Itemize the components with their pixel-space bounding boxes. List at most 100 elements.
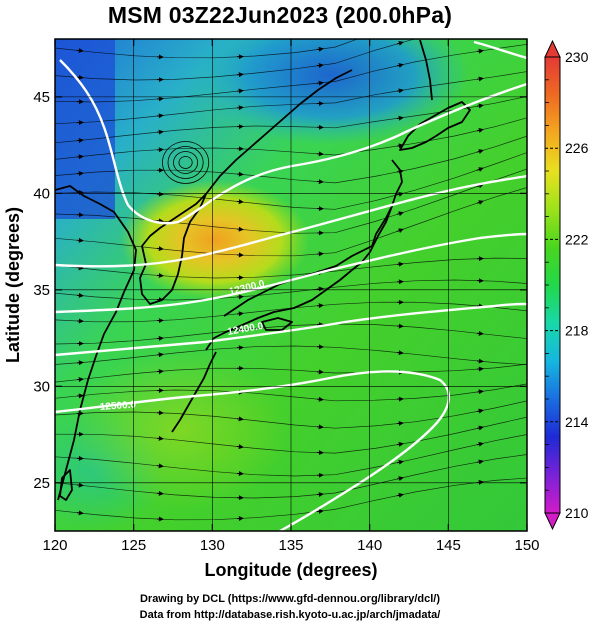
streamline-arrow-138 bbox=[396, 459, 404, 465]
coastline-china bbox=[55, 185, 137, 501]
streamline-arrow-93 bbox=[156, 335, 164, 341]
streamline-arrow-23 bbox=[156, 113, 164, 119]
streamline-arrow-11 bbox=[316, 63, 324, 69]
streamline-arrow-132 bbox=[476, 425, 484, 431]
coastline-russia-coast bbox=[205, 69, 353, 195]
streamline-arrow-20 bbox=[476, 48, 484, 54]
credit-line-drawing: Drawing by DCL (https://www.gfd-dennou.o… bbox=[139, 593, 441, 605]
streamline-arrow-75 bbox=[396, 261, 404, 267]
contour-line-3 bbox=[55, 302, 527, 357]
x-tick-label-135: 135 bbox=[278, 537, 303, 554]
coastline-honshu-north bbox=[223, 205, 393, 317]
streamline-arrow-18 bbox=[316, 80, 324, 86]
streamline-arrow-58 bbox=[156, 218, 164, 224]
streamline-arrow-129 bbox=[236, 444, 244, 450]
contour-line-1 bbox=[55, 174, 527, 268]
streamline-arrow-142 bbox=[156, 490, 164, 496]
colorbar-label-214: 214 bbox=[565, 414, 589, 430]
streamline-77 bbox=[55, 279, 527, 301]
streamline-91 bbox=[55, 323, 527, 345]
streamline-arrow-10 bbox=[236, 72, 244, 78]
contour-line-5 bbox=[59, 59, 527, 225]
coastline-hokkaido bbox=[399, 101, 471, 151]
streamline-140 bbox=[55, 454, 527, 499]
coastline-sakhalin bbox=[419, 39, 433, 101]
streamline-arrow-78 bbox=[76, 292, 84, 298]
contour-label-12500: 12500.0 bbox=[99, 399, 136, 413]
y-tick-label-45: 45 bbox=[33, 89, 50, 106]
colorbar-label-218: 218 bbox=[565, 323, 589, 339]
streamline-42 bbox=[55, 135, 527, 184]
streamline-arrow-151 bbox=[316, 508, 324, 514]
coastline-taiwan bbox=[59, 469, 73, 501]
streamline-arrow-94 bbox=[236, 327, 244, 333]
streamline-35 bbox=[55, 117, 527, 160]
streamline-arrow-71 bbox=[76, 265, 84, 271]
streamline-arrow-106 bbox=[76, 377, 84, 383]
streamline-arrow-81 bbox=[316, 286, 324, 292]
streamline-133 bbox=[55, 434, 527, 477]
streamline-112 bbox=[55, 383, 527, 402]
streamline-56 bbox=[55, 168, 527, 234]
streamline-arrow-103 bbox=[396, 350, 404, 356]
streamline-70 bbox=[55, 257, 527, 279]
streamline-arrow-45 bbox=[236, 171, 244, 177]
contour-line-2 bbox=[55, 232, 527, 314]
y-axis-title: Latitude (degrees) bbox=[3, 207, 23, 363]
streamline-arrow-107 bbox=[156, 368, 164, 374]
colorbar-label-230: 230 bbox=[565, 49, 589, 65]
vortex-ring-2 bbox=[167, 146, 204, 179]
streamline-arrow-139 bbox=[476, 441, 484, 447]
streamline-arrow-34 bbox=[476, 103, 484, 109]
streamline-arrow-36 bbox=[76, 154, 84, 160]
streamline-arrow-12 bbox=[396, 40, 404, 46]
coastlines bbox=[55, 39, 471, 501]
streamline-arrow-65 bbox=[156, 246, 164, 252]
streamline-arrow-100 bbox=[156, 352, 164, 358]
streamline-arrow-124 bbox=[396, 420, 404, 426]
x-tick-label-145: 145 bbox=[436, 537, 461, 554]
streamline-arrow-24 bbox=[236, 105, 244, 111]
height-contours bbox=[55, 40, 527, 531]
warm-region-korea bbox=[120, 180, 310, 300]
streamline-arrow-29 bbox=[76, 137, 84, 143]
streamline-arrow-144 bbox=[316, 491, 324, 497]
x-tick-label-150: 150 bbox=[514, 537, 539, 554]
streamline-arrow-113 bbox=[76, 393, 84, 399]
streamline-arrow-27 bbox=[476, 76, 484, 82]
streamline-arrow-135 bbox=[156, 463, 164, 469]
streamline-arrow-43 bbox=[76, 171, 84, 177]
streamline-arrow-131 bbox=[396, 441, 404, 447]
streamline-arrow-87 bbox=[236, 311, 244, 317]
streamline-arrow-52 bbox=[236, 199, 244, 205]
vortex-ring-0 bbox=[178, 156, 193, 169]
vortex-ring-1 bbox=[173, 151, 199, 174]
contour-line-4 bbox=[55, 370, 451, 531]
credits: Drawing by DCL (https://www.gfd-dennou.o… bbox=[0, 591, 580, 623]
coastline-korea bbox=[139, 193, 207, 305]
streamline-arrow-6 bbox=[477, 0, 483, 1]
x-tick-label-120: 120 bbox=[42, 537, 67, 554]
streamline-arrow-97 bbox=[476, 330, 484, 336]
streamline-arrow-125 bbox=[476, 408, 484, 414]
streamline-arrow-41 bbox=[476, 127, 484, 133]
streamline-arrow-122 bbox=[236, 416, 244, 422]
y-tick-label-35: 35 bbox=[33, 282, 50, 299]
streamline-arrow-64 bbox=[76, 237, 84, 243]
colorbar-bottom-triangle bbox=[544, 512, 561, 531]
colorbar-label-222: 222 bbox=[565, 231, 589, 247]
map-plot-area: 12300.0 12400.0 12500.0 bbox=[55, 0, 527, 531]
streamline-arrow-1 bbox=[76, 48, 84, 54]
vortex-ring-3 bbox=[162, 141, 210, 184]
streamline-arrow-128 bbox=[156, 435, 164, 441]
coastline-ryukyu bbox=[171, 351, 217, 433]
streamline-105 bbox=[55, 363, 527, 383]
colorbar: 210 214 218 222 226 230 bbox=[544, 39, 589, 531]
streamline-arrow-59 bbox=[236, 226, 244, 232]
streamline-arrow-68 bbox=[396, 228, 404, 234]
colorbar-label-210: 210 bbox=[565, 505, 589, 521]
streamline-arrow-30 bbox=[156, 129, 164, 135]
coastline-kyushu-honshu bbox=[205, 159, 403, 351]
credit-line-data: Data from http://database.rish.kyoto-u.a… bbox=[139, 609, 441, 621]
